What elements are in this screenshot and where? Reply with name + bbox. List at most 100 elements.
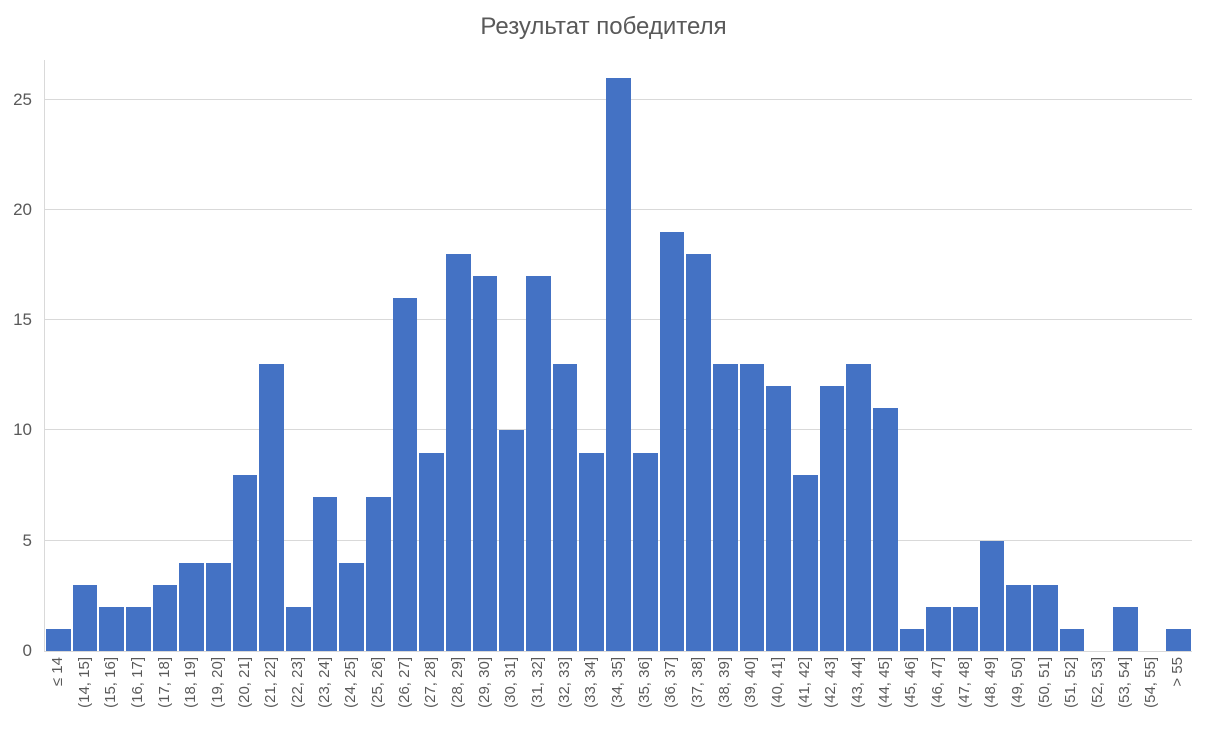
- bar: [712, 364, 738, 651]
- x-tick-cell: (49, 50]: [1004, 657, 1031, 708]
- x-tick-cell: (35, 36]: [631, 657, 658, 708]
- bar: [1166, 628, 1191, 651]
- x-tick-label: (47, 48]: [955, 657, 973, 708]
- x-tick-cell: (42, 43]: [817, 657, 844, 708]
- x-tick-cell: (47, 48]: [951, 657, 978, 708]
- bar: [579, 452, 605, 651]
- x-tick-label: (21, 22]: [262, 657, 280, 708]
- x-tick-cell: (53, 54]: [1111, 657, 1138, 708]
- y-tick-label: 10: [13, 420, 32, 440]
- bar: [446, 254, 471, 651]
- x-tick-label: (45, 46]: [902, 657, 920, 708]
- x-tick-cell: (43, 44]: [844, 657, 871, 708]
- x-tick-label: (43, 44]: [848, 657, 866, 708]
- y-tick-label: 20: [13, 199, 32, 219]
- x-tick-label: (32, 33]: [555, 657, 573, 708]
- bar: [499, 430, 525, 651]
- bar: [632, 452, 658, 651]
- x-tick-label: (37, 38]: [688, 657, 706, 708]
- bar: [739, 364, 765, 651]
- x-tick-cell: (40, 41]: [764, 657, 791, 708]
- x-tick-label: (42, 43]: [822, 657, 840, 708]
- x-tick-label: (39, 40]: [742, 657, 760, 708]
- x-tick-label: (14, 15]: [75, 657, 93, 708]
- x-tick-cell: (21, 22]: [257, 657, 284, 708]
- x-tick-label: (15, 16]: [102, 657, 120, 708]
- bar: [126, 606, 151, 651]
- x-tick-cell: (32, 33]: [551, 657, 578, 708]
- x-tick-cell: (25, 26]: [364, 657, 391, 708]
- bar: [312, 496, 338, 651]
- bar: [259, 364, 285, 651]
- x-tick-cell: (26, 27]: [391, 657, 418, 708]
- x-tick-cell: (54, 55]: [1138, 657, 1165, 708]
- x-tick-label: (33, 34]: [582, 657, 600, 708]
- bar: [1059, 628, 1085, 651]
- x-tick-label: (23, 24]: [315, 657, 333, 708]
- y-tick-label: 15: [13, 310, 32, 330]
- x-tick-cell: (16, 17]: [124, 657, 151, 708]
- x-tick-label: (28, 29]: [448, 657, 466, 708]
- x-tick-cell: (27, 28]: [417, 657, 444, 708]
- x-tick-label: (50, 51]: [1035, 657, 1053, 708]
- bar: [1032, 584, 1058, 651]
- x-tick-cell: (38, 39]: [711, 657, 738, 708]
- bar: [46, 628, 71, 651]
- bar: [1006, 584, 1031, 651]
- bar: [792, 474, 818, 651]
- bar: [339, 562, 365, 651]
- bar: [952, 606, 978, 651]
- bar: [819, 386, 845, 651]
- x-tick-cell: (39, 40]: [737, 657, 764, 708]
- x-tick-label: (26, 27]: [395, 657, 413, 708]
- x-tick-cell: (37, 38]: [684, 657, 711, 708]
- x-tick-label: (30, 31]: [502, 657, 520, 708]
- x-tick-label: (29, 30]: [475, 657, 493, 708]
- x-tick-label: (51, 52]: [1062, 657, 1080, 708]
- bar: [1112, 606, 1138, 651]
- bar: [72, 584, 98, 651]
- x-tick-label: (20, 21]: [235, 657, 253, 708]
- x-tick-cell: (20, 21]: [231, 657, 258, 708]
- bar: [232, 474, 258, 651]
- bar: [552, 364, 578, 651]
- y-tick-label: 5: [22, 530, 32, 550]
- x-tick-cell: (31, 32]: [524, 657, 551, 708]
- x-tick-label: > 55: [1169, 657, 1187, 687]
- x-tick-label: (53, 54]: [1115, 657, 1133, 708]
- bar: [206, 562, 231, 651]
- x-tick-cell: (51, 52]: [1058, 657, 1085, 708]
- bar: [926, 606, 951, 651]
- bar: [659, 232, 685, 651]
- x-tick-label: (17, 18]: [155, 657, 173, 708]
- x-tick-cell: (24, 25]: [337, 657, 364, 708]
- x-tick-cell: (45, 46]: [898, 657, 925, 708]
- x-tick-label: (25, 26]: [368, 657, 386, 708]
- bar: [766, 386, 791, 651]
- bar: [392, 298, 418, 651]
- x-tick-cell: (15, 16]: [97, 657, 124, 708]
- x-tick-label: (27, 28]: [422, 657, 440, 708]
- x-tick-cell: ≤ 14: [44, 657, 71, 708]
- x-tick-label: (31, 32]: [528, 657, 546, 708]
- x-tick-label: (24, 25]: [342, 657, 360, 708]
- x-tick-label: (44, 45]: [875, 657, 893, 708]
- bar: [179, 562, 205, 651]
- x-tick-cell: (17, 18]: [151, 657, 178, 708]
- x-tick-label: (49, 50]: [1009, 657, 1027, 708]
- x-tick-cell: (14, 15]: [71, 657, 98, 708]
- bar: [526, 276, 551, 651]
- x-tick-cell: (46, 47]: [924, 657, 951, 708]
- x-tick-label: (35, 36]: [635, 657, 653, 708]
- plot-area: [44, 60, 1192, 652]
- bar: [686, 254, 711, 651]
- bar: [286, 606, 311, 651]
- x-axis: ≤ 14 (14, 15] (15, 16] (16, 17] (17, 18] (18,…: [44, 657, 1191, 708]
- bar: [366, 496, 391, 651]
- x-tick-cell: (18, 19]: [177, 657, 204, 708]
- x-tick-label: (38, 39]: [715, 657, 733, 708]
- x-tick-label: (36, 37]: [662, 657, 680, 708]
- x-tick-label: (41, 42]: [795, 657, 813, 708]
- x-tick-label: (46, 47]: [929, 657, 946, 708]
